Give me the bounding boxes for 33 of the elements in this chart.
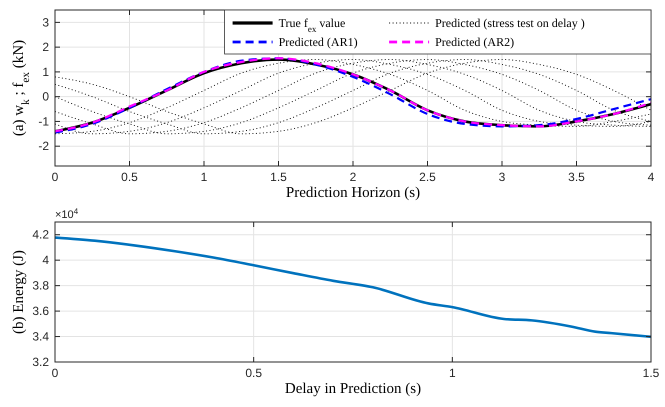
x-axis-title: Prediction Horizon (s) bbox=[286, 185, 420, 201]
x-tick-label: 1.5 bbox=[270, 170, 288, 184]
y-tick-label: 3.8 bbox=[32, 278, 50, 293]
legend-label: True f$_{ex}$ value bbox=[278, 16, 346, 34]
x-tick-label: 1.5 bbox=[642, 366, 660, 380]
y-tick-label: 0 bbox=[42, 90, 50, 104]
x-tick-label: 0 bbox=[52, 170, 59, 184]
y-tick-label: -1 bbox=[38, 114, 50, 128]
y-tick-label: 2 bbox=[42, 40, 50, 54]
legend-label: Predicted (AR2) bbox=[435, 35, 514, 49]
x-tick-label: 4 bbox=[648, 170, 655, 184]
y-tick-label: 4.2 bbox=[32, 228, 50, 242]
legend-label: Predicted (stress test on delay ) bbox=[435, 16, 585, 30]
x-tick-label: 0.5 bbox=[121, 170, 138, 184]
x-tick-label: 2.5 bbox=[419, 170, 436, 184]
text: ×10$^{4}$ bbox=[55, 206, 79, 221]
y-tick-label: 3.6 bbox=[32, 304, 50, 318]
x-tick-label: 0 bbox=[52, 366, 59, 380]
y-axis-title: (b) Energy (J) bbox=[11, 250, 27, 334]
y-tick-label: 3.2 bbox=[32, 355, 50, 369]
x-axis-title: Delay in Prediction (s) bbox=[284, 381, 422, 397]
x-tick-label: 3.5 bbox=[568, 170, 586, 184]
x-tick-label: 3 bbox=[498, 170, 506, 184]
y-tick-label: 3.4 bbox=[32, 330, 50, 344]
x-tick-label: 1 bbox=[448, 366, 456, 380]
y-tick-label: 3 bbox=[42, 15, 50, 30]
x-tick-label: 1 bbox=[200, 170, 208, 184]
y-tick-label: 1 bbox=[42, 64, 50, 79]
x-tick-label: 0.5 bbox=[245, 366, 262, 380]
y-tick-label: 4 bbox=[42, 253, 50, 268]
x-tick-label: 2 bbox=[350, 170, 357, 184]
y-tick-label: -2 bbox=[38, 139, 50, 154]
legend-label: Predicted (AR1) bbox=[278, 35, 358, 49]
